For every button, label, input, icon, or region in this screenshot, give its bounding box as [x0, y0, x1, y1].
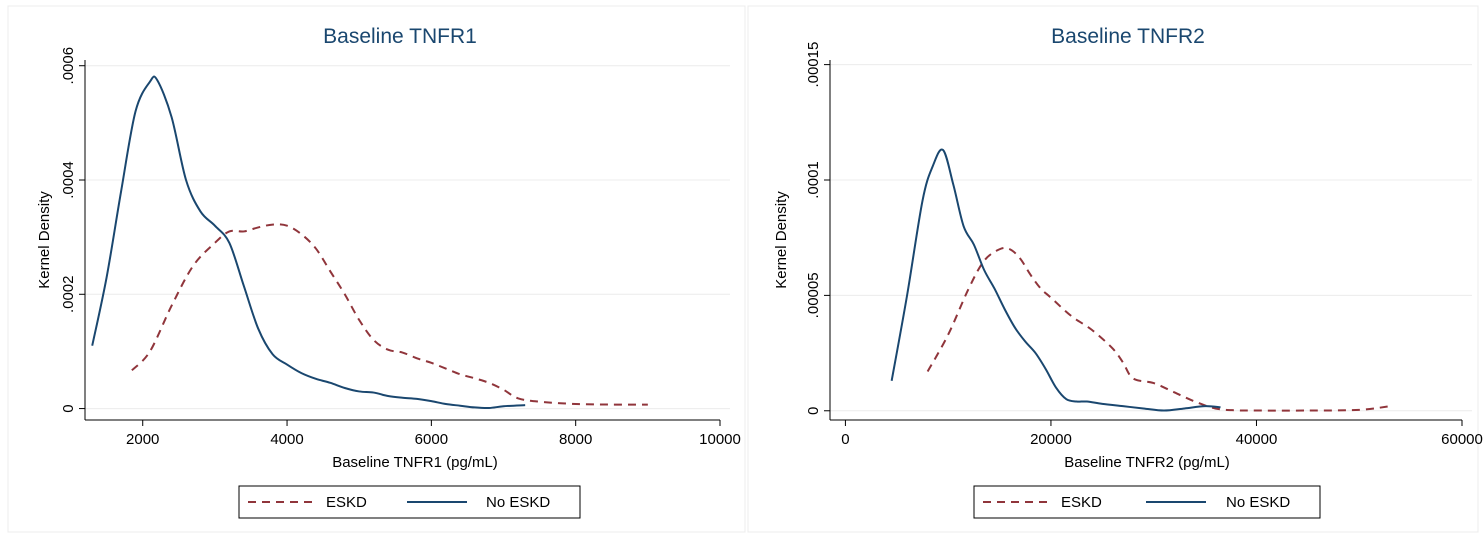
- x-tick-label: 6000: [415, 431, 448, 448]
- y-tick-label: .00005: [805, 272, 822, 318]
- x-ticks: 2000 4000 6000 8000 10000: [126, 420, 741, 448]
- x-tick-label: 4000: [270, 431, 303, 448]
- y-tick-label: .0001: [805, 161, 822, 199]
- panel-tnfr2: Baseline TNFR2 Kernel Density Baseline T…: [747, 5, 1483, 533]
- series-line-no-eskd: [91, 75, 526, 410]
- y-tick-label: 0: [805, 407, 822, 415]
- gridlines: [830, 64, 1472, 412]
- y-tick-label: .0006: [60, 47, 77, 85]
- x-axis-label: Baseline TNFR2 (pg/mL): [1064, 454, 1230, 471]
- series-line-eskd: [926, 246, 1391, 412]
- series-group: [890, 148, 1391, 412]
- series-line-eskd: [131, 223, 648, 406]
- legend: ESKD No ESKD: [973, 485, 1321, 519]
- legend-label-eskd: ESKD: [326, 494, 367, 511]
- y-tick-label: .0004: [60, 161, 77, 199]
- y-tick-label: .00015: [805, 42, 822, 88]
- x-tick-label: 60000: [1441, 431, 1483, 448]
- y-ticks: 0 .00005 .0001 .00015: [805, 42, 830, 415]
- legend-label-eskd: ESKD: [1061, 494, 1102, 511]
- legend-label-no-eskd: No ESKD: [1226, 494, 1290, 511]
- y-axis-label: Kernel Density: [773, 191, 790, 289]
- panel-background: [7, 5, 746, 533]
- legend-label-no-eskd: No ESKD: [486, 494, 550, 511]
- x-axis-label: Baseline TNFR1 (pg/mL): [332, 454, 498, 471]
- x-tick-label: 40000: [1236, 431, 1278, 448]
- x-tick-label: 0: [841, 431, 849, 448]
- gridlines: [85, 65, 730, 410]
- y-tick-label: 0: [60, 404, 77, 412]
- panel-background: [747, 5, 1479, 533]
- y-axis-label: Kernel Density: [36, 191, 53, 289]
- x-tick-label: 2000: [126, 431, 159, 448]
- series-line-no-eskd: [890, 148, 1221, 412]
- panel-tnfr1: Baseline TNFR1 Kernel Density Baseline T…: [7, 5, 746, 533]
- x-tick-label: 20000: [1030, 431, 1072, 448]
- chart-title: Baseline TNFR1: [323, 25, 477, 48]
- series-group: [91, 75, 648, 410]
- x-tick-label: 8000: [559, 431, 592, 448]
- x-tick-label: 10000: [699, 431, 741, 448]
- chart-title: Baseline TNFR2: [1051, 25, 1205, 48]
- y-ticks: 0 .0002 .0004 .0006: [60, 47, 85, 413]
- x-ticks: 0 20000 40000 60000: [841, 420, 1483, 448]
- legend: ESKD No ESKD: [238, 485, 581, 519]
- y-tick-label: .0002: [60, 276, 77, 314]
